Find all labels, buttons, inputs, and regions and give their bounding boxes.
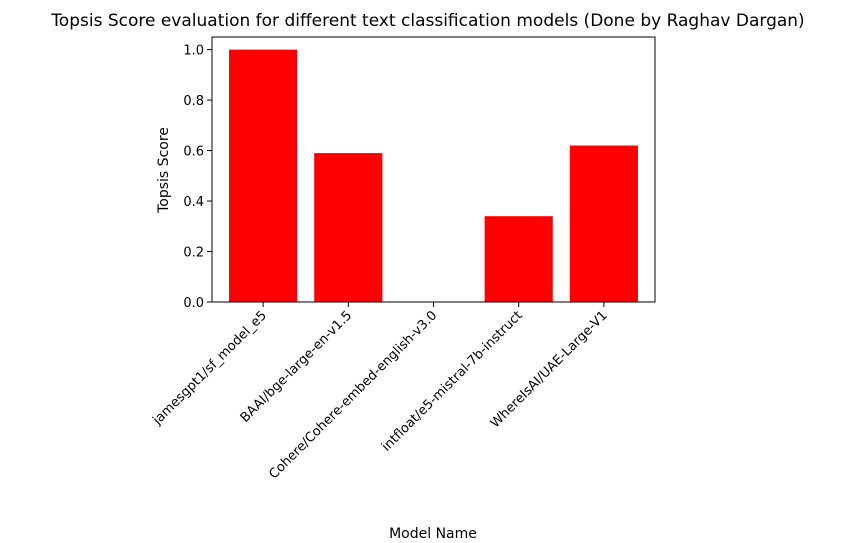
- chart-title: Topsis Score evaluation for different te…: [50, 11, 804, 31]
- y-tick-label: 0.2: [183, 246, 204, 261]
- y-axis-label: Topsis Score: [156, 127, 172, 214]
- x-tick-label: intfloat/e5-mistral-7b-instruct: [379, 308, 525, 454]
- y-tick-label: 1.0: [183, 44, 204, 59]
- y-tick-label: 0.8: [183, 94, 204, 109]
- bar: [569, 145, 638, 302]
- x-axis-label: Model Name: [389, 526, 477, 542]
- y-tick-label: 0.0: [183, 296, 204, 311]
- plot-frame: [211, 36, 656, 303]
- bar: [314, 153, 383, 302]
- y-tick-label: 0.4: [183, 195, 204, 210]
- y-tick-label: 0.6: [183, 145, 204, 160]
- bar: [229, 49, 298, 302]
- x-tick-label: Cohere/Cohere-embed-english-v3.0: [266, 308, 440, 482]
- bar: [484, 216, 553, 302]
